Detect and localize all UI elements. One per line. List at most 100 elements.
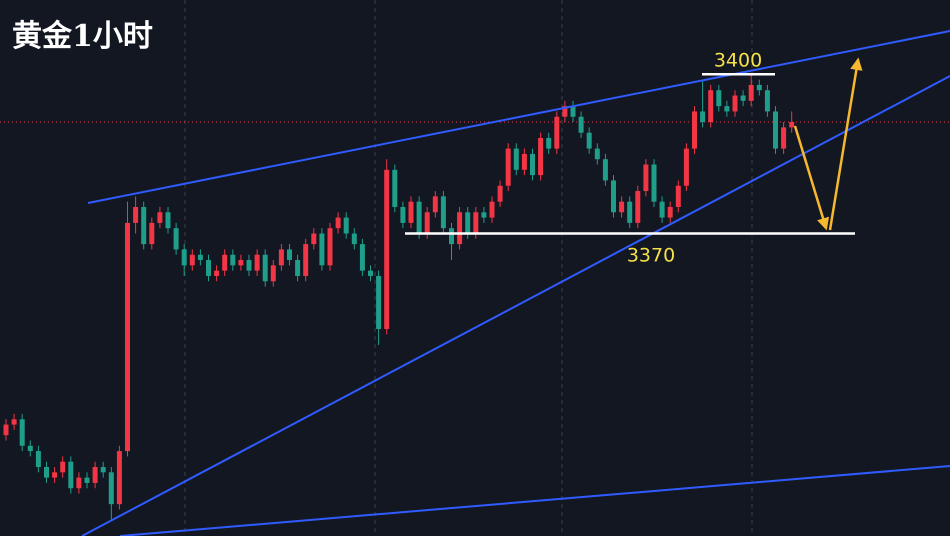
candle-body [586, 132, 592, 149]
candle-body [181, 249, 187, 266]
candle-body [465, 212, 471, 234]
candle-body [44, 467, 49, 478]
candle-body [740, 95, 746, 101]
candle-body [432, 196, 438, 213]
candle-body [530, 153, 535, 176]
candles [0, 74, 950, 521]
candle-body [149, 222, 155, 245]
levels: 3400 3370 [405, 49, 855, 267]
candle-body [756, 84, 762, 91]
candle-body [287, 249, 292, 261]
candle-body [327, 228, 333, 266]
candle-body [262, 254, 268, 282]
candle-body [773, 111, 778, 149]
candle-body [254, 254, 260, 271]
candle-body [60, 461, 66, 473]
candle-body [230, 254, 236, 266]
candle-body [473, 212, 479, 234]
candle-body [359, 244, 365, 271]
candle-body [100, 467, 106, 473]
candle-body [554, 116, 560, 149]
candle-body [303, 244, 309, 276]
candle-body [52, 472, 58, 478]
candle-body [246, 260, 252, 271]
candle-body [635, 191, 641, 223]
candle-body [222, 254, 228, 271]
candle-body [214, 270, 220, 276]
candle-body [708, 90, 714, 123]
candle-body [781, 127, 787, 149]
candle-body [562, 106, 568, 117]
candle-body [165, 212, 171, 229]
candle-body [440, 196, 446, 229]
candle-body [497, 185, 503, 202]
candle-body [489, 201, 495, 218]
candle-body [659, 201, 665, 218]
candle-body [173, 228, 179, 250]
candle-body [319, 233, 325, 266]
candle-body [197, 254, 203, 261]
candle-body [546, 137, 552, 149]
chart-title: 黄金1小时 [12, 19, 153, 54]
candle-body [651, 164, 657, 202]
candle-body [68, 461, 74, 489]
candle-body [206, 260, 211, 276]
candle-body [700, 111, 706, 123]
candle-body [611, 180, 616, 213]
candle-body [505, 148, 511, 186]
candle-body [35, 451, 41, 468]
candle-body [27, 445, 33, 452]
candle-body [408, 201, 414, 223]
level-label: 3400 [714, 49, 762, 71]
candle-body [513, 148, 519, 170]
candle-body [627, 201, 633, 223]
candle-body [116, 451, 122, 505]
candle-body [675, 185, 681, 207]
candle-body [76, 477, 82, 489]
candle-body [538, 137, 544, 176]
candle-body [238, 260, 244, 266]
candle-body [424, 212, 430, 234]
candle-body [449, 228, 454, 245]
candle-body [594, 148, 600, 160]
candle-body [789, 122, 795, 128]
candle-body [278, 249, 284, 266]
candle-body [270, 265, 276, 282]
candle-body [92, 467, 98, 483]
forecast-arrows [793, 57, 863, 231]
candle-body [457, 212, 463, 245]
candle-body [692, 111, 697, 149]
candle-body [84, 477, 90, 483]
candle-body [392, 169, 398, 207]
candle-body [602, 159, 608, 181]
candle-body [19, 419, 25, 446]
candle-body [157, 212, 163, 223]
candle-body [643, 164, 649, 192]
candle-body [189, 254, 195, 266]
candle-body [578, 116, 584, 133]
candle-body [351, 233, 357, 245]
candle-body [724, 106, 730, 112]
candle-body [335, 217, 341, 229]
trend-lines [81, 30, 950, 536]
candle-body [716, 90, 722, 107]
candle-body [311, 233, 317, 245]
candle-body [400, 206, 406, 223]
candle-body [481, 212, 487, 218]
candle-body [141, 206, 147, 245]
candle-body [764, 90, 770, 112]
candle-body [521, 153, 527, 170]
candle-body [748, 84, 754, 101]
candle-body [683, 148, 689, 186]
candle-body [732, 95, 738, 112]
candle-body [368, 270, 373, 276]
candle-body [570, 106, 576, 117]
candle-body [376, 275, 382, 330]
level-label: 3370 [627, 245, 675, 267]
candle-body [343, 217, 349, 234]
candle-body [11, 419, 17, 425]
candle-body [3, 424, 9, 436]
candle-body [133, 206, 139, 223]
